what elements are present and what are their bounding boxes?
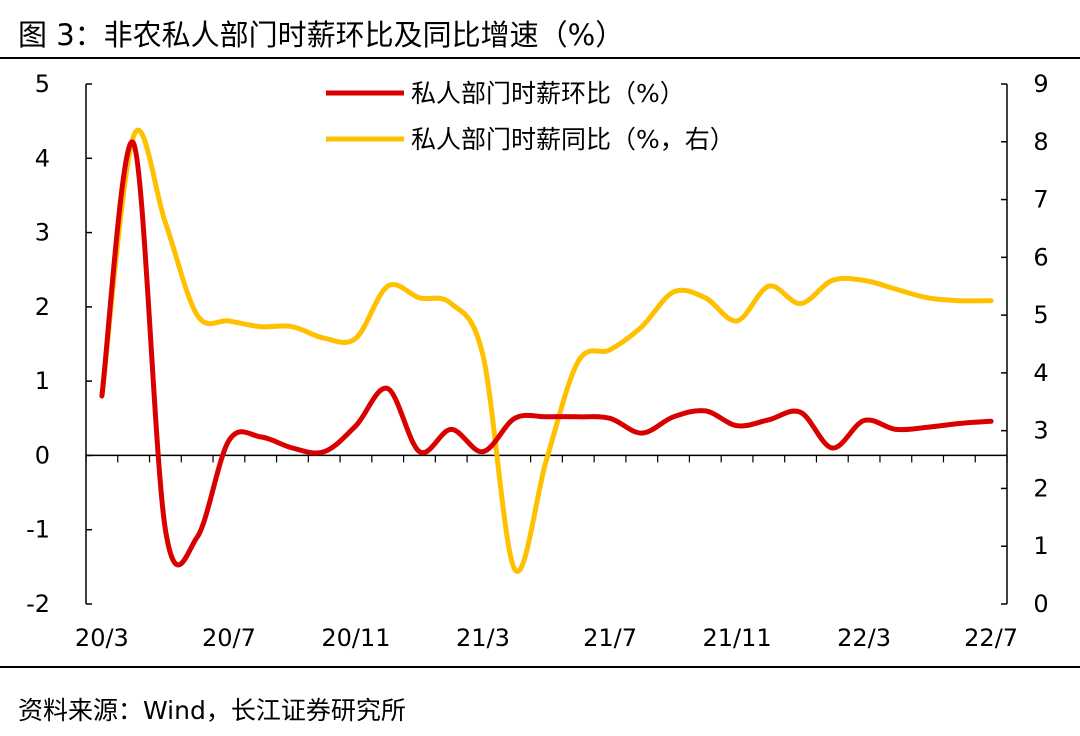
right-tick-label: 3 <box>1033 417 1048 445</box>
x-tick-label: 20/7 <box>202 624 256 652</box>
series-yoy-line <box>99 127 994 574</box>
left-tick-label: -1 <box>26 516 50 544</box>
right-tick-label: 8 <box>1033 128 1048 156</box>
left-tick-label: 3 <box>35 219 50 247</box>
top-rule <box>0 57 1080 59</box>
x-tick-label: 21/3 <box>456 624 510 652</box>
x-tick-label: 21/11 <box>702 624 771 652</box>
x-tick-label: 21/7 <box>583 624 637 652</box>
left-tick-label: 2 <box>35 293 50 321</box>
x-tick-label: 22/7 <box>964 624 1018 652</box>
x-tick-label: 20/3 <box>75 624 129 652</box>
right-tick-label: 5 <box>1033 301 1048 329</box>
left-tick-label: 4 <box>35 144 50 172</box>
right-tick-label: 2 <box>1033 474 1048 502</box>
x-tick-label: 22/3 <box>837 624 891 652</box>
right-tick-label: 6 <box>1033 243 1048 271</box>
right-tick-label: 0 <box>1033 590 1048 618</box>
left-tick-label: -2 <box>26 590 50 618</box>
source-note: 资料来源：Wind，长江证券研究所 <box>18 696 406 725</box>
right-tick-label: 9 <box>1033 70 1048 98</box>
left-tick-label: 0 <box>35 441 50 469</box>
right-tick-label: 4 <box>1033 359 1048 387</box>
legend-label-yoy: 私人部门时薪同比（%，右） <box>411 125 735 154</box>
right-tick-label: 7 <box>1033 186 1048 214</box>
left-tick-label: 1 <box>35 367 50 395</box>
right-tick-label: 1 <box>1033 532 1048 560</box>
x-tick-label: 20/11 <box>321 624 390 652</box>
chart-title: 图 3：非农私人部门时薪环比及同比增速（%） <box>18 18 625 52</box>
legend-label-mom: 私人部门时薪环比（%） <box>411 79 685 108</box>
bottom-rule <box>0 666 1080 668</box>
left-tick-label: 5 <box>35 70 50 98</box>
series-mom-line <box>99 139 994 568</box>
